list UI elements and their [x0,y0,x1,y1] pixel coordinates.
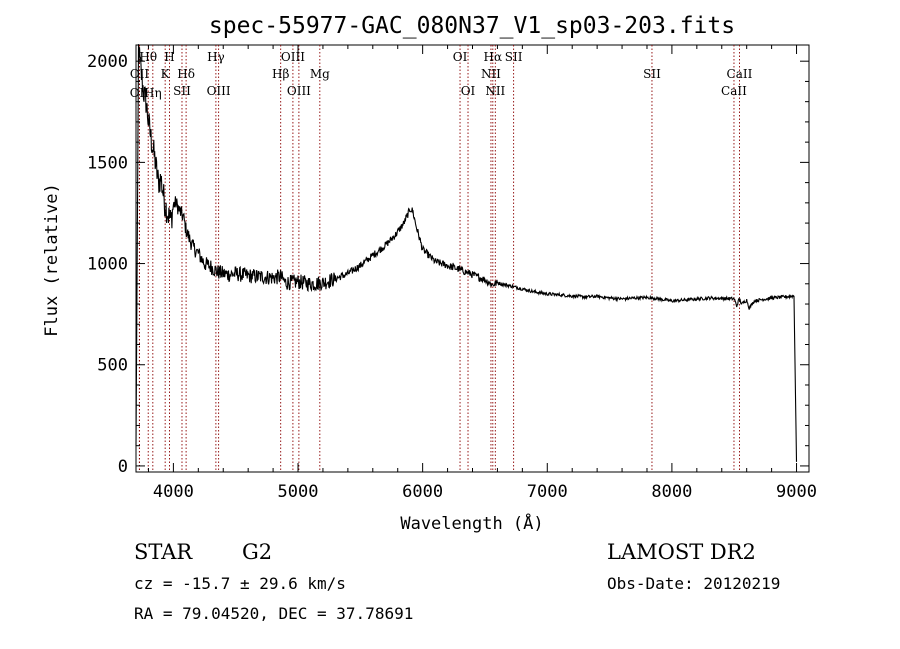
plot-area-frame [135,44,810,473]
x-axis-label: Wavelength (Å) [400,512,543,534]
x-axis-ticks: 4000 5000 6000 7000 8000 9000 [147,45,817,502]
spectral-line-label: Hγ [207,50,225,64]
spectral-line-label: SII [643,67,661,81]
sky-coordinates: RA = 79.04520, DEC = 37.78691 [134,604,413,623]
chart-title: spec-55977-GAC_080N37_V1_sp03-203.fits [209,13,735,39]
spectral-line-label: Mg [310,67,330,81]
spectral-line-label: OII [130,67,150,81]
spectral-line-label: K [161,67,171,81]
redshift-velocity: cz = -15.7 ± 29.6 km/s [134,574,346,593]
spectral-line-label: OI [461,84,476,98]
spectral-line-label: SII [505,50,523,64]
spectral-line-label: H [164,50,174,64]
spectral-line-label: Hη [144,86,162,100]
spectral-line-label: Hθ [139,50,157,64]
spectral-line-label: OIII [281,50,305,64]
info-panel: STAR G2 LAMOST DR2 cz = -15.7 ± 29.6 km/… [134,540,780,623]
y-axis-label: Flux (relative) [42,183,62,337]
object-subclass: G2 [242,540,272,564]
spectral-line-label: SII [173,84,191,98]
y-tick-label: 2000 [87,52,128,72]
spectral-line-label: NII [481,67,501,81]
spectral-line-label: Hδ [177,67,195,81]
y-tick-label: 1500 [87,153,128,173]
spectral-line-label: Hα [484,50,503,64]
x-tick-label: 7000 [527,482,568,502]
spectrum-series-line [135,44,798,462]
y-axis-ticks: 0 500 1000 1500 2000 [87,52,809,477]
x-tick-label: 9000 [776,482,817,502]
spectral-line-label: OIII [287,84,311,98]
x-tick-label: 6000 [402,482,443,502]
spectral-line-labels: OIIOIIHθHηKHSIIHδHγOIIIHβOIIIOIIIMgOIOIN… [130,50,753,100]
y-tick-label: 500 [97,356,128,376]
x-tick-label: 4000 [153,482,194,502]
spectral-line-label: OIII [207,84,231,98]
observation-date: Obs-Date: 20120219 [607,574,780,593]
spectral-line-label: CaII [721,84,747,98]
spectral-line-label: Hβ [272,67,289,81]
spectral-line-markers [138,45,740,472]
y-tick-label: 0 [118,457,128,477]
y-tick-label: 1000 [87,255,128,275]
spectral-line-label: OI [453,50,468,64]
object-class: STAR [134,540,193,564]
x-tick-label: 5000 [278,482,319,502]
x-tick-label: 8000 [651,482,692,502]
survey-name: LAMOST DR2 [607,540,756,564]
spectral-line-label: NII [485,84,505,98]
spectral-line-label: CaII [727,67,753,81]
